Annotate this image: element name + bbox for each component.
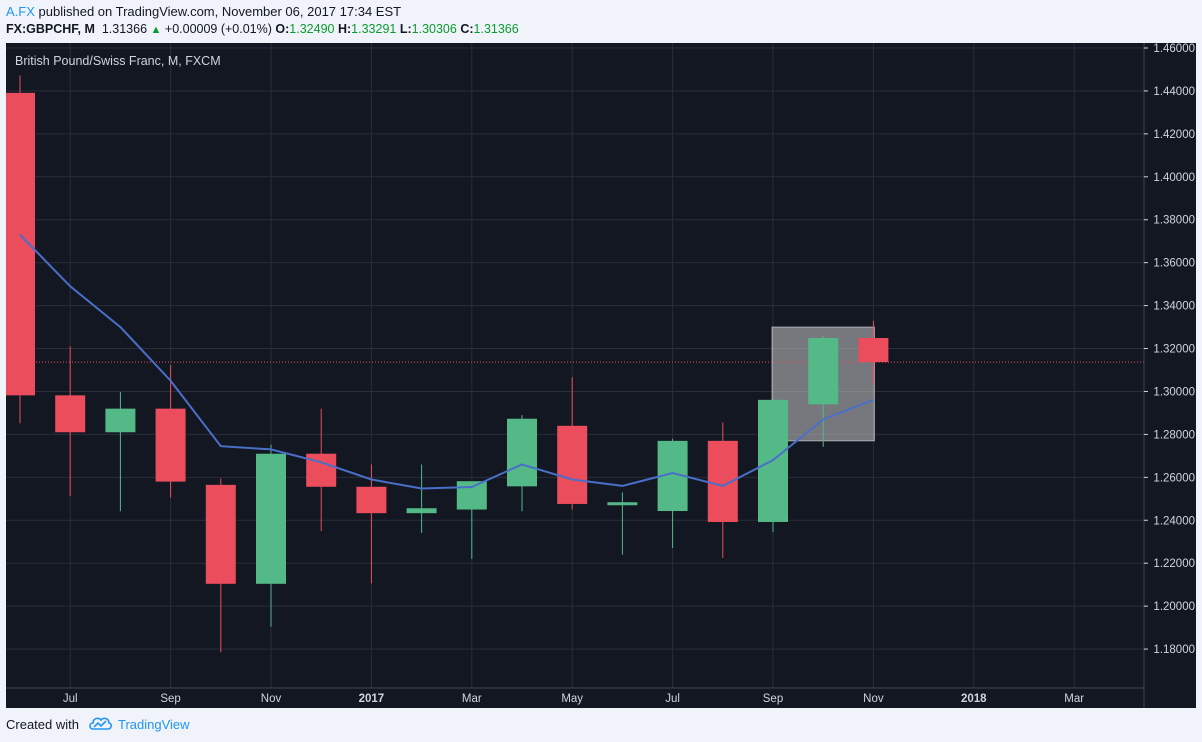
price-tick-label: 1.44000	[1153, 86, 1195, 98]
price-tick-label: 1.24000	[1153, 515, 1195, 527]
created-with-text: Created with	[6, 717, 79, 732]
time-tick-label: Sep	[160, 693, 180, 705]
close-label: C:	[460, 22, 474, 36]
high-value: 1.33291	[351, 22, 397, 36]
time-tick-label: Nov	[863, 693, 884, 705]
candle-body	[858, 338, 889, 363]
time-tick-label: 2018	[961, 693, 987, 705]
high-label: H:	[337, 22, 352, 36]
tradingview-cloud-icon[interactable]	[88, 715, 112, 731]
up-arrow-icon: ▲	[150, 24, 162, 36]
author-link[interactable]: A.FX	[6, 4, 35, 19]
candle-body	[456, 481, 487, 510]
candle-body	[256, 453, 286, 584]
price-tick-label: 1.20000	[1153, 601, 1195, 613]
candle-body	[808, 338, 839, 405]
candlestick-chart[interactable]: 1.18000 1.20000 1.22000 1.24000 1.26000 1.280…	[6, 43, 1196, 708]
open-value: 1.32490	[289, 22, 335, 36]
price-tick-label: 1.38000	[1153, 215, 1195, 227]
price-tick-label: 1.18000	[1153, 644, 1195, 656]
chart-background	[6, 43, 1196, 708]
moving-average-line	[19, 234, 874, 490]
time-tick-label: Jul	[63, 693, 78, 705]
price-tick-label: 1.32000	[1153, 344, 1195, 356]
ohlc-line: FX:GBPCHF, M 1.31366 ▲ +0.00009 (+0.01%)…	[6, 22, 519, 36]
price-change: +0.00009 (+0.01%)	[164, 22, 272, 36]
last-price: 1.31366	[101, 22, 148, 36]
axes: 1.18000 1.20000 1.22000 1.24000 1.26000 1.280…	[6, 43, 1195, 708]
chart-header: A.FX published on TradingView.com, Novem…	[0, 0, 1202, 43]
publish-line: A.FX published on TradingView.com, Novem…	[6, 4, 401, 19]
symbol-label: FX:GBPCHF, M	[6, 22, 95, 36]
open-label: O:	[275, 22, 290, 36]
candle-body	[557, 425, 588, 504]
candles[interactable]	[6, 75, 889, 653]
candle-body	[55, 395, 86, 433]
price-tick-label: 1.22000	[1153, 558, 1195, 570]
footer: Created with TradingView	[0, 708, 1202, 742]
price-tick-label: 1.40000	[1153, 172, 1195, 184]
time-tick-label: Mar	[462, 693, 482, 705]
time-tick-label: Nov	[261, 693, 282, 705]
candle-body	[356, 486, 387, 514]
candle-body	[607, 502, 638, 506]
price-tick-label: 1.36000	[1153, 258, 1195, 270]
price-tick-label: 1.42000	[1153, 129, 1195, 141]
price-tick-label: 1.28000	[1153, 429, 1195, 441]
low-label: L:	[399, 22, 412, 36]
chart-title: British Pound/Swiss Franc, M, FXCM	[15, 54, 221, 68]
candle-body	[6, 92, 35, 396]
low-value: 1.30306	[411, 22, 457, 36]
time-tick-label: Mar	[1064, 693, 1084, 705]
candle-body	[155, 408, 186, 482]
candle-body	[105, 408, 136, 433]
price-tick-label: 1.34000	[1153, 301, 1195, 313]
price-tick-label: 1.30000	[1153, 386, 1195, 398]
publish-info: published on TradingView.com, November 0…	[38, 4, 402, 19]
time-tick-label: May	[561, 693, 583, 705]
grid-lines	[6, 43, 1144, 688]
price-tick-label: 1.46000	[1153, 43, 1195, 55]
time-tick-label: Jul	[665, 693, 680, 705]
candle-body	[205, 484, 236, 584]
tradingview-brand-link[interactable]: TradingView	[118, 717, 190, 732]
time-tick-label: Sep	[763, 693, 783, 705]
candle-body	[507, 418, 537, 487]
candle-body	[406, 508, 437, 514]
price-tick-label: 1.26000	[1153, 472, 1195, 484]
time-tick-label: 2017	[359, 693, 385, 705]
moving-average	[19, 234, 874, 490]
close-value: 1.31366	[473, 22, 519, 36]
